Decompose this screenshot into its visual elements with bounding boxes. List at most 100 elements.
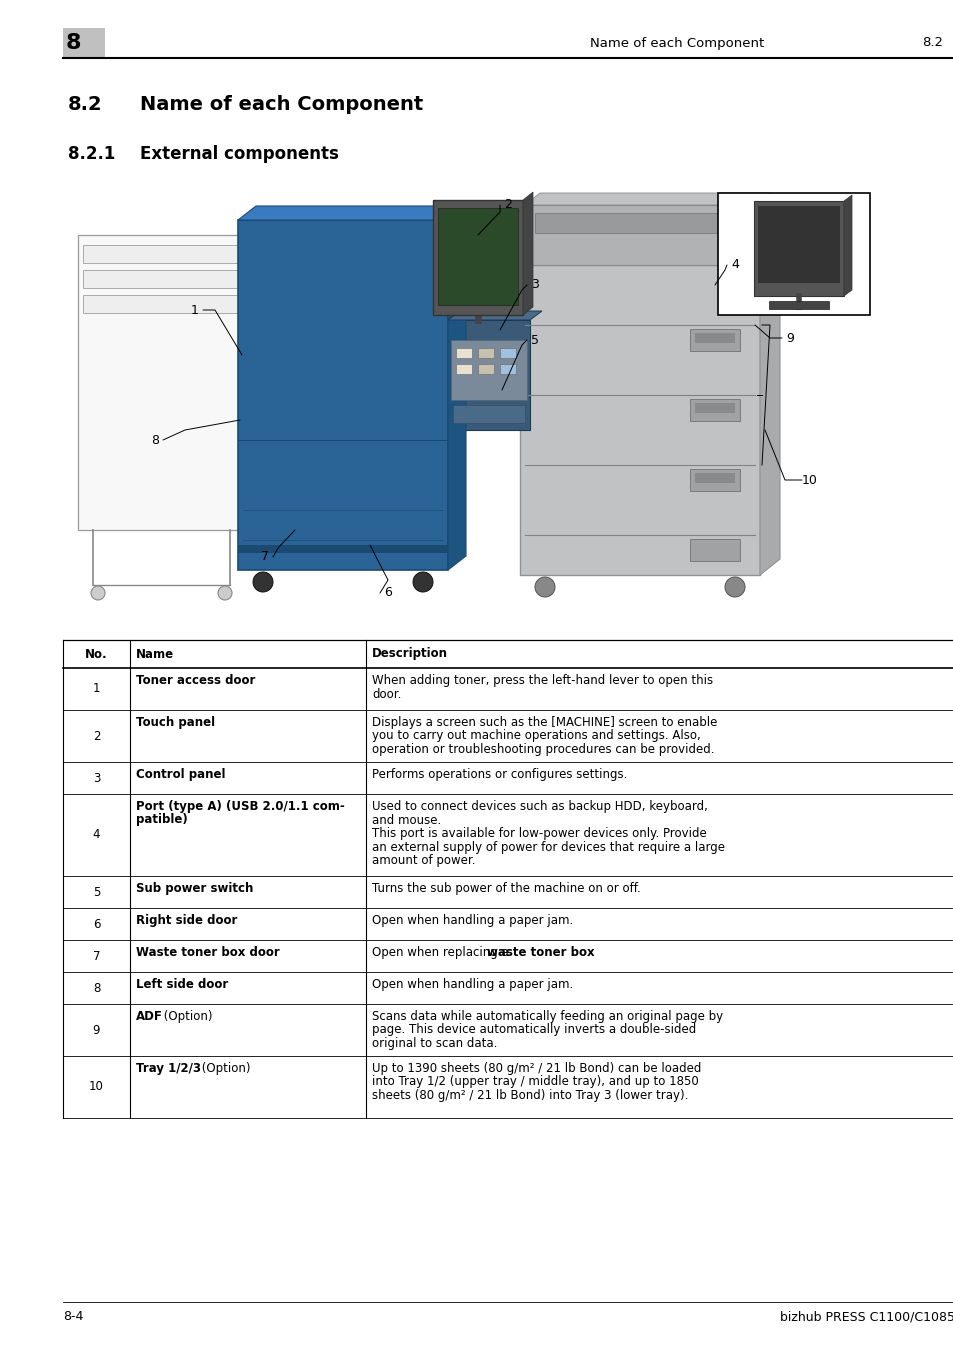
Bar: [535, 213, 744, 232]
Text: 2: 2: [503, 199, 512, 212]
Text: Scans data while automatically feeding an original page by: Scans data while automatically feeding a…: [372, 1011, 722, 1023]
Bar: [83, 270, 240, 288]
Bar: [456, 349, 472, 358]
Bar: [83, 245, 240, 263]
Text: 8.2.1: 8.2.1: [68, 145, 115, 163]
Text: 8: 8: [151, 434, 159, 446]
Text: 8-4: 8-4: [63, 1310, 83, 1323]
Circle shape: [535, 577, 555, 597]
Text: an external supply of power for devices that require a large: an external supply of power for devices …: [372, 840, 724, 854]
Polygon shape: [843, 195, 851, 296]
Text: Name of each Component: Name of each Component: [589, 36, 763, 50]
Bar: [695, 332, 734, 343]
Text: Port (type A) (USB 2.0/1.1 com-: Port (type A) (USB 2.0/1.1 com-: [135, 800, 344, 813]
Bar: [718, 193, 869, 315]
Bar: [83, 295, 240, 313]
Text: waste toner box: waste toner box: [487, 946, 595, 959]
Circle shape: [218, 586, 232, 600]
Circle shape: [91, 586, 105, 600]
Text: 3: 3: [92, 771, 100, 785]
Bar: [448, 320, 530, 430]
Text: 5: 5: [531, 334, 538, 346]
Polygon shape: [448, 205, 465, 570]
Text: 4: 4: [92, 828, 100, 842]
Text: you to carry out machine operations and settings. Also,: you to carry out machine operations and …: [372, 730, 700, 743]
Text: 9: 9: [785, 331, 793, 345]
Text: 3: 3: [531, 278, 538, 292]
Circle shape: [253, 571, 273, 592]
Text: 8.2: 8.2: [921, 36, 942, 50]
Text: .: .: [571, 946, 575, 959]
Polygon shape: [760, 249, 780, 576]
Text: This port is available for low-power devices only. Provide: This port is available for low-power dev…: [372, 827, 706, 840]
Text: Waste toner box door: Waste toner box door: [135, 946, 279, 959]
Bar: [78, 235, 245, 530]
Text: Tray 1/2/3: Tray 1/2/3: [135, 1062, 201, 1075]
Text: When adding toner, press the left-hand lever to open this: When adding toner, press the left-hand l…: [372, 674, 713, 688]
Text: (Option): (Option): [160, 1011, 213, 1023]
Text: Turns the sub power of the machine on or off.: Turns the sub power of the machine on or…: [372, 882, 640, 894]
Text: Up to 1390 sheets (80 g/m² / 21 lb Bond) can be loaded: Up to 1390 sheets (80 g/m² / 21 lb Bond)…: [372, 1062, 700, 1075]
Text: 5: 5: [92, 885, 100, 898]
Bar: [689, 399, 740, 422]
Circle shape: [413, 571, 433, 592]
Bar: [437, 208, 517, 305]
Text: Touch panel: Touch panel: [135, 716, 214, 730]
Bar: [695, 403, 734, 413]
Text: 1: 1: [191, 304, 199, 316]
Polygon shape: [448, 311, 541, 320]
Text: Used to connect devices such as backup HDD, keyboard,: Used to connect devices such as backup H…: [372, 800, 707, 813]
Text: amount of power.: amount of power.: [372, 854, 476, 867]
Text: bizhub PRESS C1100/C1085: bizhub PRESS C1100/C1085: [780, 1310, 953, 1323]
Text: 8: 8: [92, 981, 100, 994]
Text: 8.2: 8.2: [68, 95, 103, 113]
Bar: [453, 405, 524, 423]
Text: 9: 9: [92, 1024, 100, 1036]
Bar: [758, 205, 840, 282]
Text: page. This device automatically inverts a double-sided: page. This device automatically inverts …: [372, 1024, 696, 1036]
Text: Open when replacing a: Open when replacing a: [372, 946, 513, 959]
Text: Right side door: Right side door: [135, 915, 237, 927]
Text: sheets (80 g/m² / 21 lb Bond) into Tray 3 (lower tray).: sheets (80 g/m² / 21 lb Bond) into Tray …: [372, 1089, 688, 1102]
Text: Control panel: Control panel: [135, 767, 225, 781]
Text: into Tray 1/2 (upper tray / middle tray), and up to 1850: into Tray 1/2 (upper tray / middle tray)…: [372, 1075, 699, 1089]
Text: 8: 8: [66, 32, 81, 53]
Bar: [237, 544, 448, 553]
Text: 6: 6: [384, 586, 392, 600]
Bar: [524, 205, 754, 265]
Polygon shape: [522, 192, 533, 315]
Text: 10: 10: [89, 1081, 104, 1093]
Text: patible): patible): [135, 813, 188, 827]
Text: (Option): (Option): [197, 1062, 250, 1075]
Text: Left side door: Left side door: [135, 978, 228, 992]
Bar: [477, 363, 494, 374]
Text: ADF: ADF: [135, 1011, 163, 1023]
Text: Name: Name: [135, 647, 173, 661]
Text: and mouse.: and mouse.: [372, 813, 441, 827]
Text: 6: 6: [92, 917, 100, 931]
Bar: [689, 469, 740, 490]
Text: Sub power switch: Sub power switch: [135, 882, 253, 894]
Text: Displays a screen such as the [MACHINE] screen to enable: Displays a screen such as the [MACHINE] …: [372, 716, 717, 730]
Bar: [499, 349, 516, 358]
Bar: [768, 301, 828, 309]
Text: Open when handling a paper jam.: Open when handling a paper jam.: [372, 978, 573, 992]
Polygon shape: [519, 249, 780, 265]
Bar: [753, 201, 843, 296]
Bar: [689, 539, 740, 561]
Text: operation or troubleshooting procedures can be provided.: operation or troubleshooting procedures …: [372, 743, 714, 757]
Bar: [477, 349, 494, 358]
Text: Description: Description: [372, 647, 448, 661]
Text: 4: 4: [730, 258, 739, 272]
Text: Toner access door: Toner access door: [135, 674, 255, 688]
Text: Performs operations or configures settings.: Performs operations or configures settin…: [372, 767, 627, 781]
Text: Open when handling a paper jam.: Open when handling a paper jam.: [372, 915, 573, 927]
Bar: [456, 363, 472, 374]
Bar: [519, 265, 760, 576]
Text: 2: 2: [92, 730, 100, 743]
Bar: [63, 28, 105, 58]
Bar: [237, 220, 448, 570]
Text: 7: 7: [92, 950, 100, 962]
Bar: [433, 200, 522, 315]
Text: 7: 7: [261, 550, 269, 563]
